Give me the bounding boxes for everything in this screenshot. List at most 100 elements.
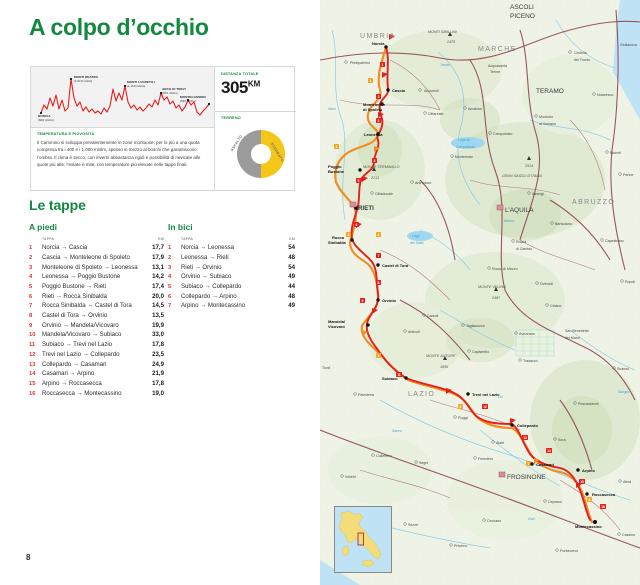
stage-name: Orvinio → Mandela/Vicovaro xyxy=(42,321,119,329)
donut-slice-sterrato xyxy=(261,130,285,178)
stage-row: 7 Rocca Sinibalda → Castel di Tora 14,5 xyxy=(29,302,164,312)
stage-number: 3 xyxy=(168,264,172,271)
svg-text:Trevi nel Lazio: Trevi nel Lazio xyxy=(472,392,500,397)
stage-number: 13 xyxy=(29,361,36,368)
map-svg: 1 2 3 4 5 6 7 8 9 11 12 13 14 15 16 1 2 … xyxy=(320,0,640,585)
stages-column-bici: In bici TAPPA KM 1 Norcia → Leonessa 54 2 Le… xyxy=(168,222,295,312)
stage-name: Subiaco → Collepardo xyxy=(181,283,242,291)
svg-text:Barisciano: Barisciano xyxy=(555,222,572,226)
sicily-outline xyxy=(362,559,375,568)
svg-text:Cassino: Cassino xyxy=(622,533,635,537)
svg-text:7: 7 xyxy=(528,462,530,466)
map-lake-del-salto xyxy=(407,231,433,241)
svg-text:Nera: Nera xyxy=(328,107,336,111)
svg-text:Pontecorvo: Pontecorvo xyxy=(560,549,578,553)
svg-text:MONTE AUTORE: MONTE AUTORE xyxy=(426,354,456,358)
svg-text:Anticoli: Anticoli xyxy=(408,330,420,334)
map-roads-major xyxy=(320,9,640,549)
svg-text:Assergi: Assergi xyxy=(532,192,544,196)
svg-text:2213: 2213 xyxy=(370,176,380,180)
peak-label-norcia: NORCIA (600 m/slm) xyxy=(38,114,54,122)
stage-row: 1 Norcia → Cascia 17,7 xyxy=(29,244,164,254)
stage-name: Rieti → Orvinio xyxy=(181,263,222,271)
stage-km: 21,9 xyxy=(152,370,164,378)
stage-km: 23,5 xyxy=(152,350,164,358)
header-tappa: TAPPA xyxy=(42,237,55,241)
svg-text:Cascia: Cascia xyxy=(392,88,406,93)
svg-text:Capestrano: Capestrano xyxy=(605,239,624,243)
svg-text:Castel di Tora: Castel di Tora xyxy=(382,263,409,268)
stage-name: Arpino → Roccasecca xyxy=(42,379,102,387)
stage-row: 4 Orvinio → Subiaco 49 xyxy=(168,273,295,283)
stage-number: 9 xyxy=(29,322,33,329)
stage-km: 49 xyxy=(288,273,295,281)
svg-text:FROSINONE: FROSINONE xyxy=(507,474,546,481)
map-mountain-labels: MONTI SIBILLINI 2476 GRAN SASSO D’ITALIA… xyxy=(363,30,542,369)
svg-text:Leonessa: Leonessa xyxy=(364,132,383,137)
svg-text:Pescasseroli: Pescasseroli xyxy=(578,402,599,406)
stage-row: 2 Leonessa → Rieti 48 xyxy=(168,254,295,264)
page-number: 8 xyxy=(26,553,31,562)
svg-text:Ferentino: Ferentino xyxy=(478,457,493,461)
map-fucino-plain xyxy=(515,329,555,357)
svg-text:Rocca: Rocca xyxy=(332,235,345,240)
svg-text:Avezzano: Avezzano xyxy=(519,332,535,336)
italy-inset-map xyxy=(334,506,392,573)
svg-text:Cittareale: Cittareale xyxy=(428,112,443,116)
left-column: A colpo d’occhio NORCIA (600 m/slm) xyxy=(26,14,296,562)
stage-km: 33,0 xyxy=(152,331,164,339)
map-panel[interactable]: 1 2 3 4 5 6 7 8 9 11 12 13 14 15 16 1 2 … xyxy=(320,0,640,585)
stage-number: 5 xyxy=(168,284,172,291)
svg-text:16: 16 xyxy=(601,505,605,509)
svg-text:Acquasanta: Acquasanta xyxy=(488,64,507,68)
map-rivers xyxy=(331,19,636,549)
svg-text:5: 5 xyxy=(378,354,380,358)
stage-name: Trevi nel Lazio → Collepardo xyxy=(42,350,120,358)
stage-number: 6 xyxy=(29,293,33,300)
stage-name: Leonessa → Poggio Bustone xyxy=(42,273,121,281)
svg-text:Ovindoli: Ovindoli xyxy=(540,282,553,286)
map-water-labels: Lago di Campotosto Lago del Salto Nera T… xyxy=(328,63,629,521)
stage-row: 14 Casamari → Arpino 21,9 xyxy=(29,370,164,380)
map-major-city-labels: ASCOLI PICENO TERAMO L’AQUILA RIETI FROS… xyxy=(358,4,564,481)
svg-text:LAZIO: LAZIO xyxy=(408,391,435,398)
stages-bici-title: In bici xyxy=(168,222,193,232)
map-sea-adriatic xyxy=(613,0,640,120)
stage-km: 48 xyxy=(288,254,295,262)
svg-text:ABRUZZO: ABRUZZO xyxy=(572,199,615,206)
svg-text:Velletri: Velletri xyxy=(345,475,356,479)
svg-text:Sangro: Sangro xyxy=(618,390,629,394)
stage-number: 4 xyxy=(168,274,172,281)
stages-bici-header: TAPPA KM xyxy=(168,237,295,244)
svg-text:Trasacco: Trasacco xyxy=(523,359,538,363)
stage-km: 54 xyxy=(288,263,295,271)
map-stop-labels: Norcia Cascia Monteleone di Spoleto Leon… xyxy=(328,41,616,529)
walk-route-arrows xyxy=(356,34,582,488)
header-km: KM xyxy=(289,237,295,241)
stage-name: Castel di Tora → Orvinio xyxy=(42,312,108,320)
stage-name: Collepardo → Arpino xyxy=(181,292,237,300)
map-lake-campotosto xyxy=(451,137,485,149)
donut-slice-asfalto xyxy=(237,130,261,178)
temperature-panel: TEMPERATURA E PIOVOSITÀ Il Cammino si sv… xyxy=(31,127,214,191)
stage-row: 13 Collepardo → Casamari 24,9 xyxy=(29,360,164,370)
svg-text:Lago: Lago xyxy=(412,234,420,238)
map-peak-markers xyxy=(372,32,531,360)
stage-km: 17,4 xyxy=(152,283,164,291)
stage-number: 3 xyxy=(29,264,33,271)
stage-km: 44 xyxy=(288,283,295,291)
svg-text:Tronto: Tronto xyxy=(440,63,450,67)
svg-text:Penne: Penne xyxy=(623,173,633,177)
stage-row: 3 Rieti → Orvinio 54 xyxy=(168,263,295,273)
svg-text:Gari: Gari xyxy=(528,517,535,521)
svg-text:Sezze: Sezze xyxy=(408,523,418,527)
svg-text:Sora: Sora xyxy=(558,438,566,442)
stage-km: 17,9 xyxy=(152,254,164,262)
svg-text:13: 13 xyxy=(523,436,527,440)
stage-km: 49 xyxy=(288,302,295,310)
svg-text:Norcia: Norcia xyxy=(372,41,385,46)
svg-text:3: 3 xyxy=(348,233,350,237)
stage-number: 2 xyxy=(168,255,172,262)
svg-text:Ceprano: Ceprano xyxy=(548,500,562,504)
